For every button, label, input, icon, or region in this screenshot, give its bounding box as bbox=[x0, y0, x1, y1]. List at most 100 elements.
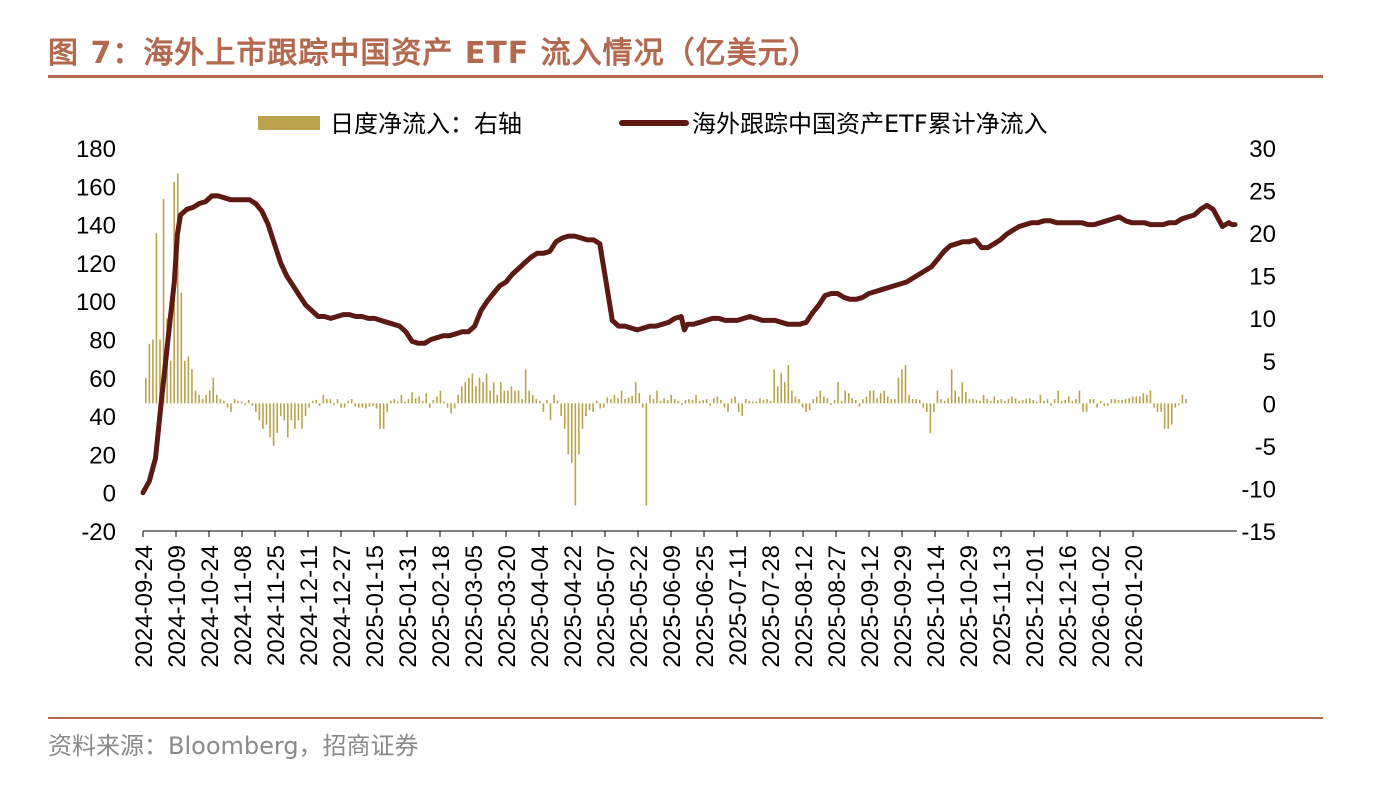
daily-flow-bar bbox=[1082, 403, 1084, 412]
x-tick-label: 2025-10-29 bbox=[956, 545, 983, 668]
daily-flow-bar bbox=[510, 386, 513, 404]
x-tick-label: 2025-12-01 bbox=[1022, 545, 1049, 668]
daily-flow-bar bbox=[585, 403, 587, 417]
daily-flow-bar bbox=[1174, 403, 1177, 408]
daily-flow-bar bbox=[379, 403, 381, 429]
daily-flow-bar bbox=[915, 399, 917, 404]
x-tick-label: 2025-07-28 bbox=[758, 545, 785, 668]
x-tick-label: 2024-09-24 bbox=[131, 545, 158, 668]
x-tick-label: 2024-10-09 bbox=[164, 545, 191, 668]
daily-flow-bar bbox=[152, 339, 154, 404]
daily-flow-bar bbox=[471, 373, 474, 404]
daily-flow-bar bbox=[233, 399, 236, 404]
daily-flow-bar bbox=[1163, 403, 1166, 429]
daily-flow-bar bbox=[606, 397, 609, 404]
daily-flow-bar bbox=[159, 339, 161, 404]
daily-flow-bar bbox=[943, 400, 946, 404]
daily-flow-bar bbox=[326, 399, 328, 404]
daily-flow-bar bbox=[230, 403, 232, 412]
daily-flow-bar bbox=[957, 396, 960, 404]
daily-flow-bar bbox=[1121, 399, 1123, 404]
daily-flow-bar bbox=[1096, 403, 1098, 408]
daily-flow-bar bbox=[492, 382, 495, 404]
daily-flow-bar bbox=[1103, 403, 1106, 406]
daily-flow-bar bbox=[812, 399, 814, 404]
daily-flow-bar bbox=[297, 403, 300, 421]
daily-flow-bar bbox=[212, 377, 215, 404]
daily-flow-bar bbox=[382, 403, 385, 429]
right-tick-label: 15 bbox=[1249, 264, 1276, 291]
daily-flow-bar bbox=[1085, 403, 1088, 412]
daily-flow-bar bbox=[1178, 403, 1180, 406]
daily-flow-bar bbox=[574, 403, 577, 506]
right-tick-label: -10 bbox=[1241, 476, 1276, 503]
daily-flow-bar bbox=[553, 394, 555, 404]
daily-flow-bar bbox=[255, 403, 257, 412]
daily-flow-bar bbox=[695, 394, 697, 404]
right-tick-label: 0 bbox=[1263, 391, 1276, 418]
daily-flow-bar bbox=[830, 403, 832, 406]
daily-flow-bar bbox=[922, 403, 925, 408]
daily-flow-bar bbox=[684, 399, 687, 404]
etf-flow-chart: 日度净流入：右轴 海外跟踪中国资产ETF累计净流入 180 160 140 120 10… bbox=[76, 110, 1276, 668]
daily-flow-bar bbox=[389, 400, 392, 404]
daily-flow-bar bbox=[691, 399, 694, 404]
daily-flow-bar bbox=[1149, 390, 1152, 404]
daily-flow-bar bbox=[872, 390, 875, 404]
daily-flow-bar bbox=[198, 394, 200, 404]
daily-flow-bar bbox=[1156, 403, 1159, 412]
daily-flow-bar bbox=[926, 403, 928, 412]
right-tick-label: -5 bbox=[1255, 434, 1276, 461]
x-tick-label: 2024-11-08 bbox=[230, 545, 257, 666]
daily-flow-bar bbox=[1043, 400, 1045, 404]
daily-flow-bar bbox=[876, 398, 878, 404]
daily-flow-bar bbox=[656, 390, 658, 404]
daily-flow-bar bbox=[489, 390, 491, 404]
daily-flow-bar bbox=[478, 377, 481, 404]
daily-flow-bar bbox=[354, 403, 357, 406]
daily-flow-bar bbox=[705, 399, 708, 404]
daily-flow-bar bbox=[542, 403, 545, 412]
daily-flow-bar bbox=[457, 394, 459, 404]
right-tick-label: 30 bbox=[1249, 136, 1276, 163]
daily-flow-bar bbox=[642, 403, 644, 408]
daily-flow-bar bbox=[450, 403, 452, 414]
daily-flow-bar bbox=[375, 403, 378, 409]
daily-flow-bar bbox=[521, 399, 523, 404]
daily-flow-bar bbox=[617, 398, 619, 404]
daily-flow-bar bbox=[1057, 390, 1059, 404]
daily-flow-bar bbox=[1131, 396, 1134, 404]
daily-flow-bar bbox=[894, 399, 896, 404]
daily-flow-bar bbox=[258, 403, 261, 421]
daily-flow-bar bbox=[911, 399, 914, 404]
daily-flow-bar bbox=[290, 403, 293, 421]
daily-flow-bar bbox=[766, 399, 768, 404]
daily-flow-bar bbox=[869, 390, 871, 404]
daily-flow-bar bbox=[673, 399, 676, 404]
daily-flow-bar bbox=[883, 390, 885, 404]
x-tick-label: 2025-01-15 bbox=[362, 545, 389, 668]
daily-flow-bar bbox=[965, 392, 967, 404]
daily-flow-bar bbox=[886, 396, 889, 404]
daily-flow-bar bbox=[620, 390, 623, 404]
daily-flow-bar bbox=[145, 377, 147, 404]
x-tick-label: 2025-05-07 bbox=[593, 545, 620, 668]
daily-flow-bar bbox=[1004, 400, 1006, 404]
daily-flow-bar bbox=[439, 390, 442, 404]
daily-flow-bar bbox=[986, 399, 988, 404]
daily-flow-bar bbox=[865, 396, 868, 404]
daily-flow-bar bbox=[805, 403, 807, 412]
daily-flow-bar bbox=[798, 399, 800, 404]
daily-flow-bar bbox=[709, 403, 712, 406]
daily-flow-bar bbox=[322, 394, 325, 404]
daily-flow-bar bbox=[677, 400, 680, 404]
daily-flow-bar bbox=[826, 398, 829, 404]
legend-bar-label: 日度净流入：右轴 bbox=[330, 110, 522, 138]
daily-flow-bar bbox=[240, 401, 243, 404]
daily-flow-bar bbox=[205, 394, 207, 404]
daily-flow-bar bbox=[972, 399, 974, 404]
daily-flow-bar bbox=[524, 369, 527, 404]
daily-flow-bar bbox=[947, 398, 949, 404]
daily-flow-bar bbox=[443, 401, 445, 404]
daily-flow-bar bbox=[191, 369, 193, 404]
